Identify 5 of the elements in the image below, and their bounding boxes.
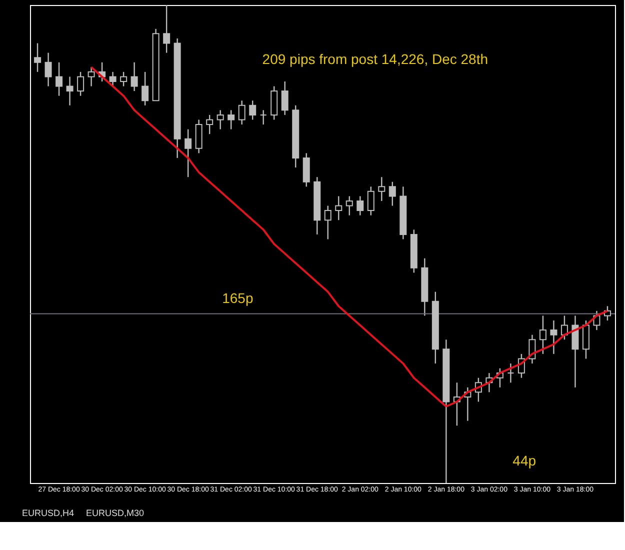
annotation: 165p bbox=[222, 290, 254, 306]
annotation: 44p bbox=[512, 452, 536, 468]
text: EURUSD,H4 bbox=[22, 508, 74, 518]
text: EURUSD,M30 bbox=[86, 508, 144, 518]
annotation: 209 pips from post 14,226, Dec 28th bbox=[262, 50, 488, 67]
